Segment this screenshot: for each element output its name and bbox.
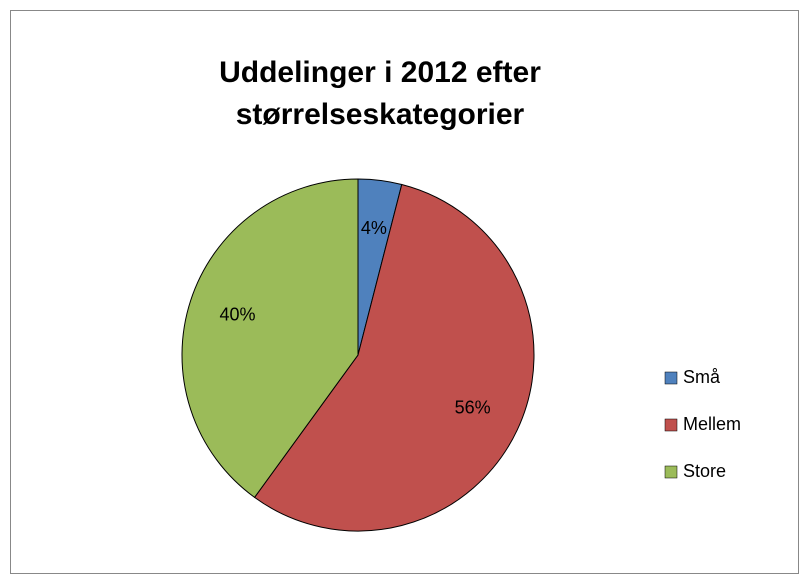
legend-label: Små (683, 367, 721, 387)
legend-swatch (664, 465, 678, 479)
chart-frame (10, 10, 799, 574)
legend-swatch (664, 418, 678, 432)
pie-slice (253, 183, 535, 532)
pie-slice (181, 178, 359, 499)
chart-title: Uddelinger i 2012 efter størrelseskatego… (219, 56, 541, 131)
legend-swatch (664, 371, 678, 385)
legend-label: Mellem (683, 414, 741, 434)
legend-label: Store (683, 461, 726, 481)
data-label: 56% (455, 398, 491, 418)
data-label: 4% (361, 218, 387, 238)
data-label: 40% (219, 305, 255, 325)
